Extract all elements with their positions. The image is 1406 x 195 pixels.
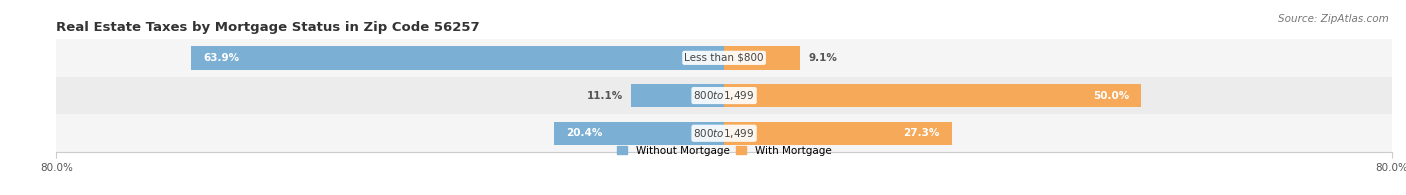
Legend: Without Mortgage, With Mortgage: Without Mortgage, With Mortgage: [617, 146, 831, 156]
Text: Less than $800: Less than $800: [685, 53, 763, 63]
Bar: [724, 46, 800, 70]
Text: $800 to $1,499: $800 to $1,499: [693, 127, 755, 140]
Text: 63.9%: 63.9%: [202, 53, 239, 63]
Text: 50.0%: 50.0%: [1092, 90, 1129, 101]
Text: 9.1%: 9.1%: [808, 53, 838, 63]
Text: Source: ZipAtlas.com: Source: ZipAtlas.com: [1278, 14, 1389, 24]
Bar: [631, 84, 724, 107]
Bar: [724, 121, 952, 145]
Bar: [56, 114, 1392, 152]
Text: 20.4%: 20.4%: [567, 128, 603, 138]
Text: 11.1%: 11.1%: [586, 90, 623, 101]
Bar: [56, 77, 1392, 114]
Text: $800 to $1,499: $800 to $1,499: [693, 89, 755, 102]
Bar: [56, 39, 1392, 77]
Text: 27.3%: 27.3%: [903, 128, 939, 138]
Bar: [554, 121, 724, 145]
Bar: [724, 84, 1142, 107]
Text: Real Estate Taxes by Mortgage Status in Zip Code 56257: Real Estate Taxes by Mortgage Status in …: [56, 21, 479, 34]
Bar: [191, 46, 724, 70]
